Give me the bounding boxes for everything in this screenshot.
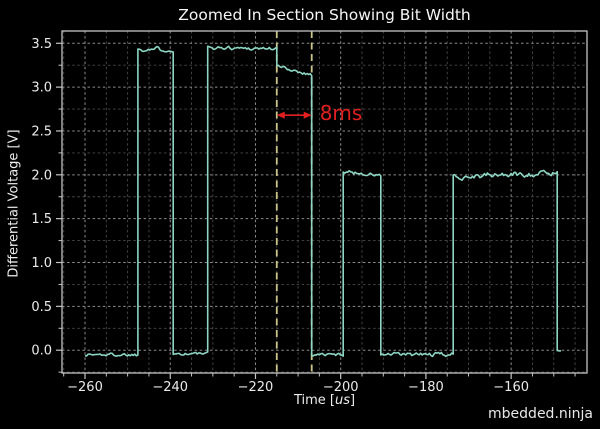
arrowhead-left-icon: [276, 111, 285, 119]
y-tick-label: 0.5: [31, 300, 52, 315]
y-tick-label: 1.5: [31, 212, 52, 227]
x-tick-label: −240: [152, 380, 188, 395]
y-tick-label: 1.0: [31, 256, 52, 271]
x-tick-label: −200: [323, 380, 359, 395]
chart-title: Zoomed In Section Showing Bit Width: [178, 6, 471, 24]
y-tick-label: 2.5: [31, 124, 52, 139]
x-tick-label: −220: [238, 380, 274, 395]
voltage-waveform-trace: [84, 45, 562, 358]
x-tick-label: −160: [493, 380, 529, 395]
y-axis-label: Differential Voltage [V]: [6, 129, 22, 278]
x-tick-label: −260: [67, 380, 103, 395]
x-tick-label: −180: [408, 380, 444, 395]
y-tick-label: 3.5: [31, 37, 52, 52]
x-axis-label-suffix: ]: [349, 393, 356, 408]
x-axis-label: Time [us]: [62, 393, 587, 408]
plot-frame: [61, 30, 588, 374]
x-axis-label-unit: us: [334, 393, 350, 408]
y-tick-label: 3.0: [31, 81, 52, 96]
x-axis-label-prefix: Time [: [293, 393, 335, 408]
watermark-text: mbedded.ninja: [488, 406, 593, 422]
arrowhead-right-icon: [303, 111, 312, 119]
y-tick-label: 0.0: [31, 344, 52, 359]
bit-width-annotation-label: 8ms: [319, 101, 363, 126]
y-tick-label: 2.0: [31, 168, 52, 183]
